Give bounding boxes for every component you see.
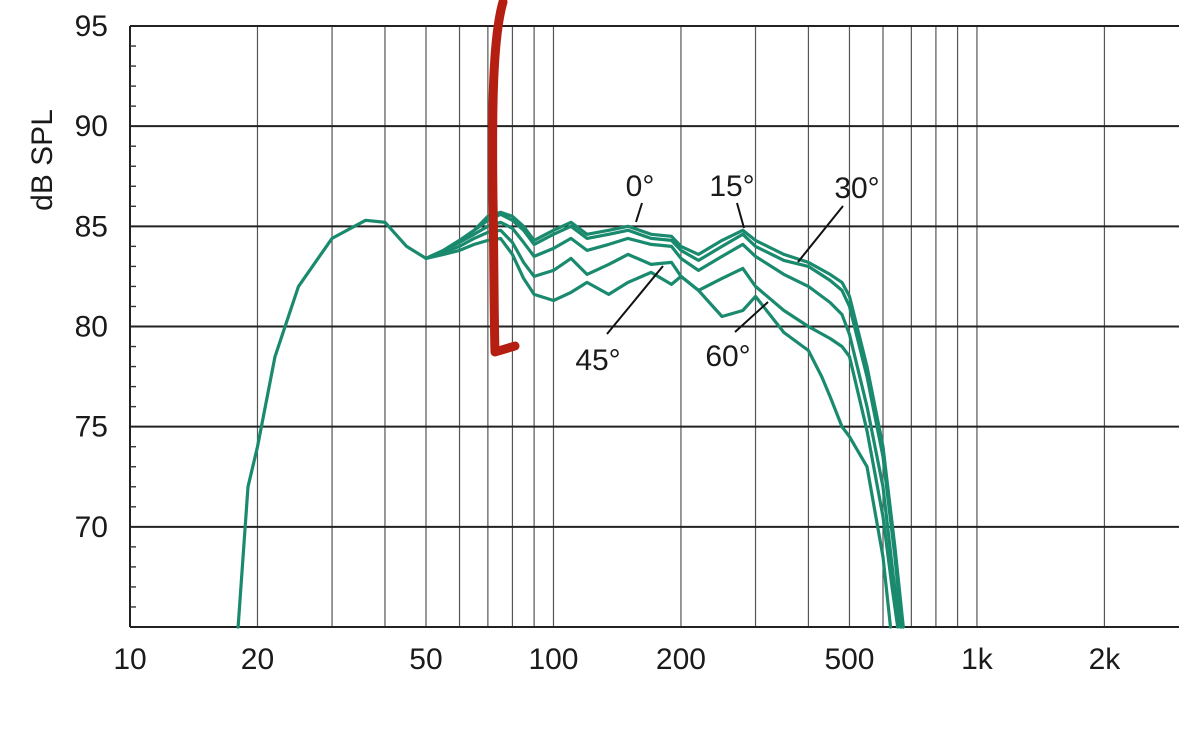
y-axis-title: dB SPL bbox=[26, 109, 59, 211]
x-tick-label: 1k bbox=[961, 643, 994, 676]
x-tick-label: 50 bbox=[409, 643, 442, 676]
annotation-leader bbox=[606, 265, 664, 335]
annotation-leader bbox=[734, 301, 769, 333]
annotation-leader bbox=[797, 205, 844, 263]
series-layer bbox=[236, 210, 905, 629]
series-line-0deg bbox=[236, 210, 905, 629]
horizontal-grid bbox=[130, 25, 1179, 628]
x-tick-label: 2k bbox=[1089, 643, 1122, 676]
y-tick-label: 70 bbox=[75, 511, 108, 544]
y-tick-label: 85 bbox=[75, 210, 108, 243]
annotation-label: 45° bbox=[575, 344, 620, 377]
y-tick-label: 90 bbox=[75, 110, 108, 143]
series-line-60deg bbox=[424, 236, 893, 629]
x-tick-label: 500 bbox=[824, 643, 874, 676]
x-tick-label: 200 bbox=[656, 643, 706, 676]
x-tick-labels: 10 20 50 100 200 500 1k 2k bbox=[113, 643, 1121, 676]
series-line-15deg bbox=[424, 212, 904, 629]
annotation-label: 60° bbox=[705, 340, 750, 373]
y-tick-labels: 70 75 80 85 90 95 bbox=[75, 10, 108, 544]
annotation-label: 30° bbox=[834, 172, 879, 205]
annotation-label: 0° bbox=[626, 170, 655, 203]
x-tick-label: 20 bbox=[241, 643, 274, 676]
x-tick-label: 10 bbox=[113, 643, 146, 676]
x-tick-label: 100 bbox=[528, 643, 578, 676]
y-minor-ticks bbox=[130, 45, 136, 608]
annotation-leader bbox=[635, 202, 643, 223]
y-tick-label: 75 bbox=[75, 411, 108, 444]
annotation-label: 15° bbox=[709, 170, 754, 203]
y-tick-label: 80 bbox=[75, 311, 108, 344]
annotation-leader bbox=[736, 202, 745, 229]
angle-annotations: 0° 15° 30° 45° 60° bbox=[575, 170, 879, 377]
red-pen-mark bbox=[488, 0, 520, 357]
y-tick-label: 95 bbox=[75, 10, 108, 43]
series-line-30deg bbox=[424, 220, 903, 629]
series-line-45deg bbox=[424, 228, 900, 629]
